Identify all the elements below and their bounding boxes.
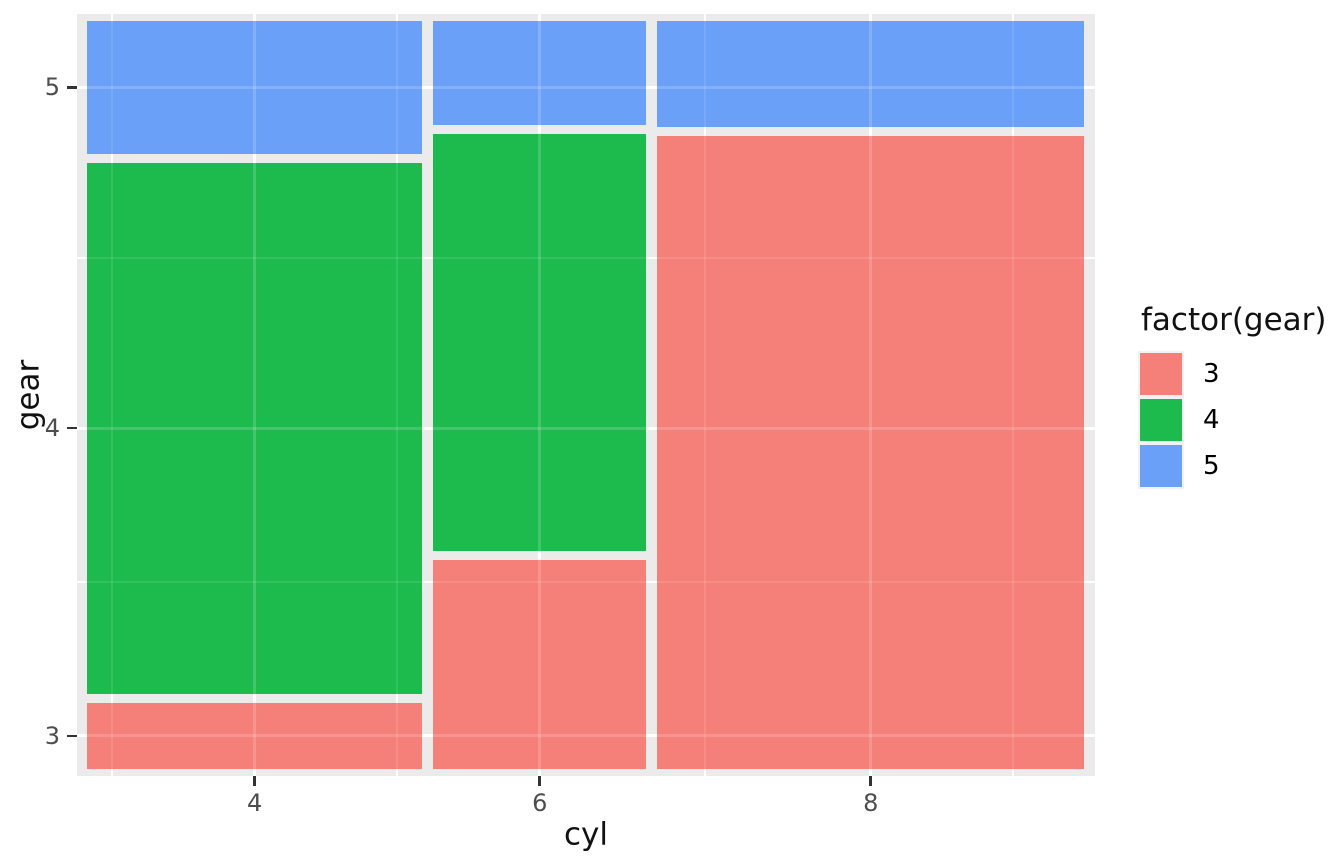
legend-swatch-gear4 — [1140, 398, 1182, 441]
gridline-major-x-overlay — [869, 14, 873, 776]
x-tick-label: 4 — [246, 789, 263, 817]
y-tick-mark — [67, 734, 77, 738]
x-tick-mark — [538, 776, 542, 786]
gridline-major-y-overlay — [77, 734, 1095, 738]
gridline-minor-x-overlay — [396, 14, 399, 776]
y-tick-label: 5 — [44, 73, 60, 102]
gridline-minor-x-overlay — [1012, 14, 1015, 776]
legend-key-box — [1138, 442, 1184, 489]
gridline-minor-y-overlay — [77, 256, 1095, 259]
mosaic-cell-cyl6-gear4 — [433, 134, 647, 552]
legend-key-box — [1138, 350, 1184, 397]
mosaic-cell-cyl4-gear4 — [87, 162, 423, 694]
gridline-minor-y-overlay — [77, 581, 1095, 583]
legend-keys: 3 4 5 — [1138, 350, 1327, 489]
legend-key-box — [1138, 396, 1184, 443]
y-tick-label: 4 — [44, 414, 60, 443]
y-axis-title: gear — [10, 359, 47, 431]
x-tick-mark — [253, 776, 256, 786]
gridline-major-x-overlay — [253, 14, 257, 776]
mosaic-cell-cyl6-gear3 — [433, 560, 647, 769]
mosaic-cell-cyl4-gear5 — [87, 21, 423, 154]
legend-swatch-gear5 — [1140, 444, 1182, 487]
mosaic-cell-cyl6-gear5 — [433, 21, 647, 126]
gridline-major-x-overlay — [538, 14, 542, 776]
legend-swatch-gear3 — [1140, 352, 1182, 395]
x-tick-mark — [869, 776, 872, 786]
gridline-major-y-overlay — [77, 85, 1095, 89]
mosaic-cell-cyl4-gear3 — [87, 702, 423, 769]
mosaic-cell-cyl8-gear3 — [657, 135, 1084, 769]
gridline-minor-x-overlay — [111, 14, 113, 776]
legend-entry: 4 — [1138, 396, 1327, 443]
legend-entry: 5 — [1138, 442, 1327, 489]
y-tick-mark — [67, 86, 77, 89]
y-tick-label: 3 — [44, 721, 60, 750]
legend-label: 5 — [1203, 450, 1220, 481]
x-tick-label: 6 — [532, 789, 548, 817]
x-axis-title: cyl — [563, 816, 609, 853]
legend-label: 3 — [1203, 358, 1220, 389]
legend: factor(gear) 3 4 5 — [1138, 302, 1327, 489]
legend-entry: 3 — [1138, 350, 1327, 397]
plot-panel — [77, 14, 1095, 776]
gridline-major-y-overlay — [77, 426, 1095, 430]
y-tick-mark — [67, 426, 77, 430]
gridline-minor-x-overlay — [704, 14, 707, 776]
x-tick-label: 8 — [863, 789, 879, 817]
legend-label: 4 — [1203, 404, 1220, 435]
mosaic-cell-cyl8-gear5 — [657, 21, 1084, 127]
legend-title: factor(gear) — [1141, 302, 1327, 338]
